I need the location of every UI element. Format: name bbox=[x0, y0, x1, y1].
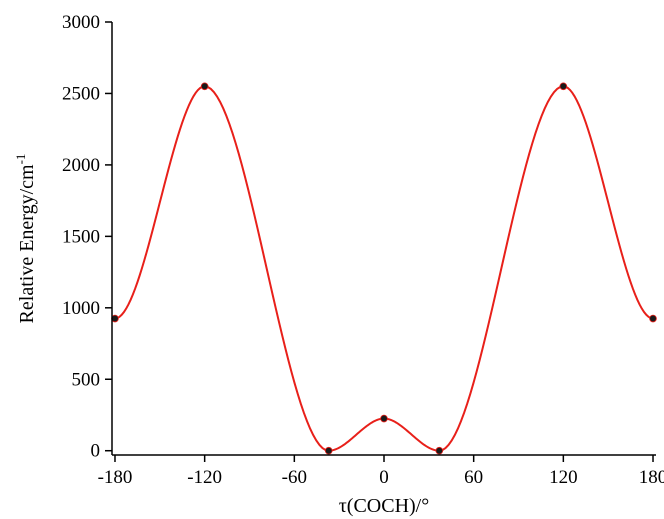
data-point bbox=[649, 314, 657, 323]
x-tick-label: -60 bbox=[282, 467, 307, 488]
data-markers bbox=[111, 82, 657, 455]
x-tick-label: 0 bbox=[379, 467, 389, 488]
y-tick-label: 2000 bbox=[62, 155, 100, 176]
x-axis-ticks: -180 -120 -60 0 60 120 180 bbox=[98, 455, 664, 488]
plot-area bbox=[111, 82, 657, 455]
data-point bbox=[200, 82, 209, 91]
series-curve bbox=[114, 85, 654, 452]
x-tick-label: -120 bbox=[187, 467, 222, 488]
axes: -180 -120 -60 0 60 120 180 0 500 1000 1500 2000 250… bbox=[62, 12, 664, 488]
x-axis-title: τ(COCH)/° bbox=[339, 495, 429, 517]
x-tick-label: 120 bbox=[549, 467, 578, 488]
data-point bbox=[324, 446, 333, 455]
y-tick-label: 1000 bbox=[62, 298, 100, 319]
data-point bbox=[559, 82, 568, 91]
data-point bbox=[380, 414, 388, 423]
x-tick-label: -180 bbox=[98, 467, 133, 488]
y-axis-title-main: Relative Energy/cm bbox=[16, 164, 38, 323]
x-tick-label: 180 bbox=[639, 467, 664, 488]
y-tick-label: 2500 bbox=[62, 83, 100, 104]
y-axis-ticks: 0 500 1000 1500 2000 2500 3000 bbox=[62, 12, 112, 462]
y-axis-title: Relative Energy/cm-1 bbox=[13, 154, 38, 324]
y-tick-label: 1500 bbox=[62, 226, 100, 247]
x-tick-label: 60 bbox=[464, 467, 483, 488]
y-tick-label: 3000 bbox=[62, 12, 100, 33]
y-tick-label: 0 bbox=[91, 441, 101, 462]
data-point bbox=[435, 446, 444, 455]
y-tick-label: 500 bbox=[72, 369, 101, 390]
y-axis-title-superscript: -1 bbox=[13, 154, 28, 165]
